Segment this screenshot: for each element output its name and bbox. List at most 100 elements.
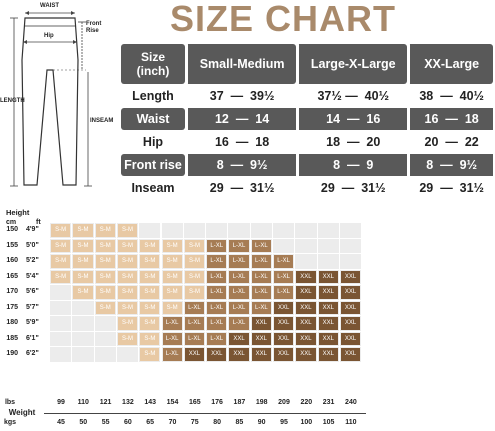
grid-background-cell [273,238,295,253]
size-cell: S-M [95,301,115,314]
grid-background-cell [339,223,362,238]
weight-kgs-tick: 45 [57,419,65,426]
grid-background-cell [250,223,272,238]
size-cell: XXL [318,332,338,345]
grid-background-cell [94,347,116,362]
grid-background-cell [94,331,116,346]
size-value: 20 — 22 [407,131,493,153]
size-cell: L-XL [207,332,227,345]
grid-background-cell [339,254,362,269]
x-axis-title: Weight [8,408,36,417]
grid-background-cell [72,316,94,331]
size-cell: S-M [117,332,138,345]
size-table: Size (inch) Small-Medium Large-X-Large XX-L… [121,43,493,200]
y-unit-ft: ft [36,219,41,226]
size-cell: S-M [162,301,182,314]
weight-lbs-tick: 231 [322,399,335,406]
grid-background-cell [139,223,161,238]
size-cell: S-M [117,286,138,299]
size-cell: XXL [340,286,361,299]
size-cell: XXL [318,270,338,283]
height-cm-tick: 150 [6,226,18,233]
inseam-label: INSEAM [90,118,114,124]
size-cell: XXL [340,317,361,330]
size-cell: XXL [274,317,294,330]
weight-lbs-tick: 176 [211,399,223,406]
size-cell: L-XL [229,301,249,314]
size-cell: L-XL [251,270,271,283]
size-value: 38 — 40½ [407,85,493,107]
size-cell: S-M [140,317,160,330]
weight-lbs-tick: 99 [57,399,65,406]
size-cell: L-XL [229,255,249,268]
grid-background-cell [72,347,94,362]
size-cell: XXL [296,348,316,361]
size-cell: L-XL [207,286,227,299]
size-cell: S-M [73,224,93,237]
size-cell: S-M [117,255,138,268]
height-cm-tick: 190 [6,350,18,357]
weight-kgs-tick: 95 [280,419,288,426]
front-rise-label: Front Rise [86,21,102,34]
size-cell: S-M [95,270,115,283]
page-title: SIZE CHART [170,0,396,39]
weight-kgs-tick: 90 [257,419,266,426]
size-cell: S-M [95,286,115,299]
size-cell: L-XL [207,317,227,330]
length-label: LENGTH [0,98,25,104]
size-cell: XXL [318,301,338,314]
height-ft-tick: 5'0" [26,241,39,249]
weight-lbs-tick: 121 [99,399,112,406]
size-cell: S-M [73,270,93,283]
size-column-header: Large-X-Large [296,44,408,84]
size-cell: XXL [296,317,316,330]
size-cell: XXL [207,348,227,361]
size-value: 29 — 31½ [185,177,296,199]
size-cell: L-XL [162,348,182,361]
grid-background-cell [339,238,362,253]
size-row-label: Hip [142,135,164,149]
size-cell: S-M [162,255,182,268]
leggings-diagram: WAIST Front Rise Hip LENGTH INSEAM [0,0,118,200]
size-cell: XXL [251,332,271,345]
size-value: 16 — 18 [407,108,493,130]
size-cell: S-M [117,317,138,330]
size-cell: S-M [73,239,93,252]
grid-background-cell [50,285,72,300]
size-cell: S-M [117,224,138,237]
weight-lbs-tick: 143 [144,399,157,406]
size-cell: S-M [95,255,115,268]
weight-lbs-tick: 220 [300,399,313,406]
size-cell: L-XL [274,286,294,299]
height-cm-tick: 165 [6,272,18,280]
weight-kgs-tick: 85 [235,419,244,426]
weight-kgs-tick: 55 [101,419,110,426]
size-cell: L-XL [251,239,271,252]
height-cm-tick: 155 [6,241,18,249]
weight-lbs-tick: 132 [122,399,134,406]
x-unit-lbs: lbs [4,399,16,406]
size-cell: L-XL [229,270,249,283]
weight-lbs-tick: 240 [345,399,357,406]
grid-background-cell [50,331,72,346]
size-cell: XXL [251,317,271,330]
x-unit-kgs: kgs [3,419,17,426]
height-ft-tick: 5'4" [26,272,39,280]
size-cell: L-XL [251,255,271,268]
height-ft-tick: 5'2" [26,257,39,264]
size-cell: XXL [184,348,205,361]
size-cell: XXL [274,348,294,361]
size-value: 8 — 9½ [185,154,297,176]
weight-kgs-tick: 110 [345,419,357,426]
size-table-row: Length 37 — 39½ 37½ — 40½ 38 — 40½ [121,85,493,107]
size-cell: S-M [162,270,182,283]
height-ft-tick: 5'9" [26,319,39,326]
weight-kgs-tick: 75 [190,419,199,426]
size-cell: L-XL [184,332,205,345]
size-cell: L-XL [229,286,249,299]
size-cell: L-XL [229,239,249,252]
size-cell: S-M [162,239,182,252]
size-cell: L-XL [162,317,182,330]
size-cell: L-XL [251,301,271,314]
